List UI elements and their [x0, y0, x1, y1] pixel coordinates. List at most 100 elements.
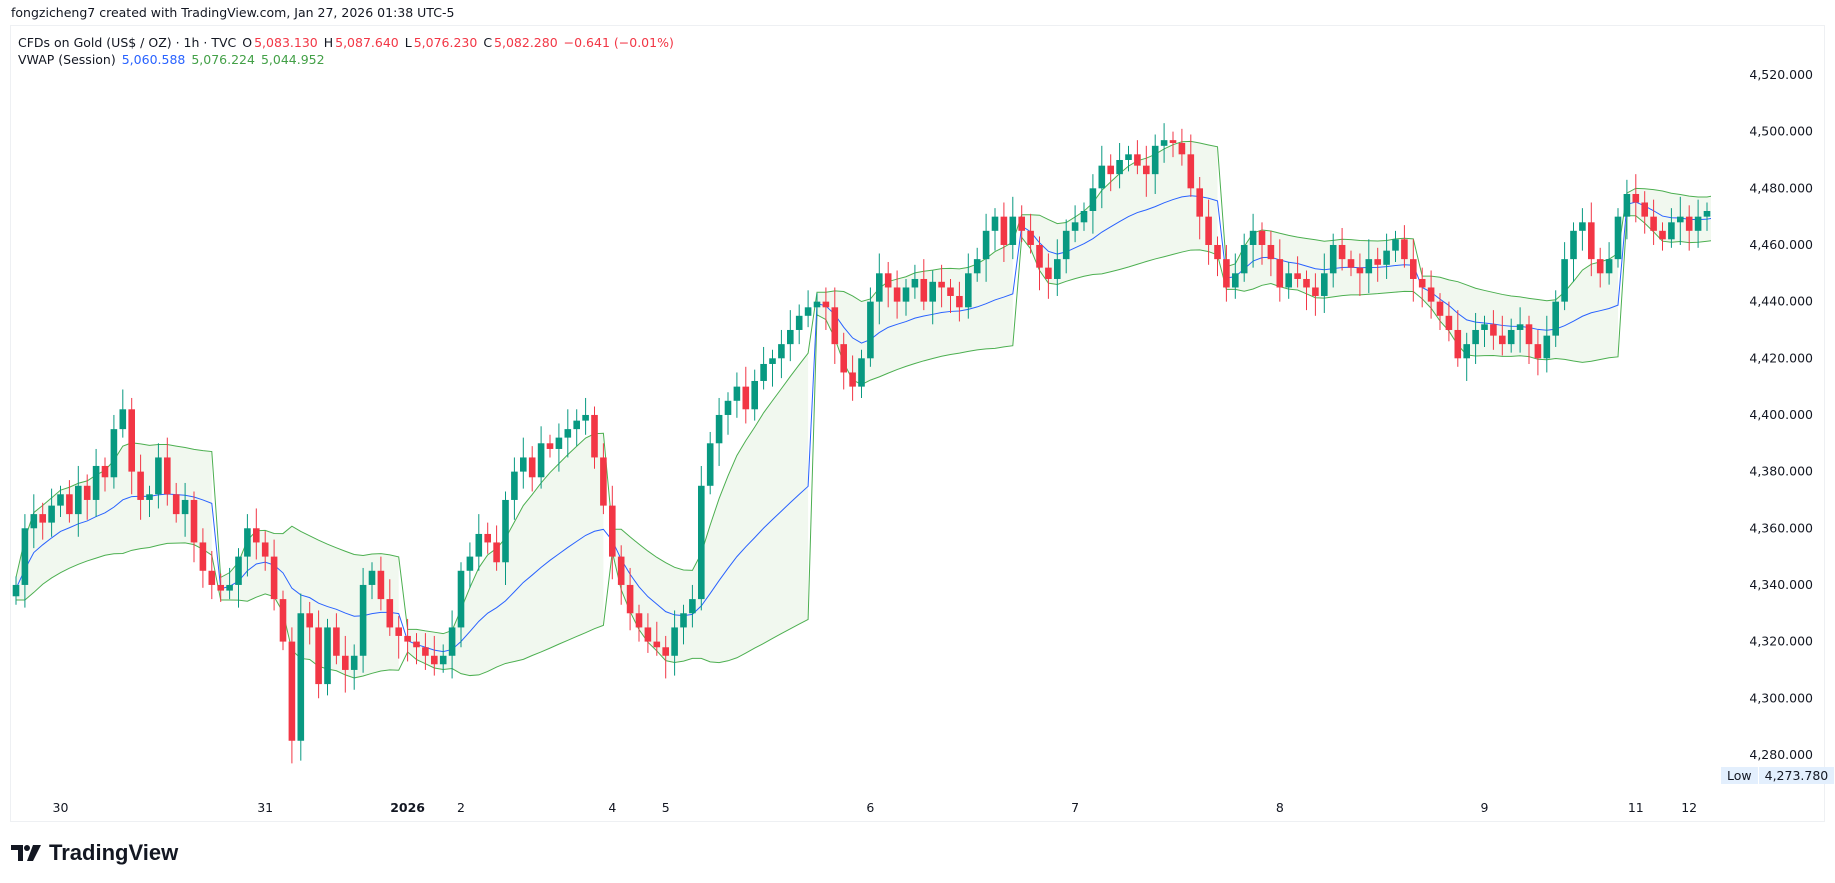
candle: [413, 633, 420, 665]
time-tick-label: 8: [1276, 800, 1284, 815]
candle-body: [1276, 259, 1284, 288]
candle-body: [1338, 244, 1346, 260]
candle-body: [1036, 244, 1043, 268]
candle: [1641, 191, 1648, 234]
candle: [1062, 219, 1070, 274]
candle: [1632, 174, 1640, 223]
candle: [1677, 196, 1684, 245]
candle: [359, 567, 367, 673]
candle: [1045, 253, 1052, 299]
candle-body: [1249, 230, 1257, 245]
candle-body: [1677, 216, 1684, 223]
candle: [573, 409, 580, 447]
candle: [1374, 247, 1381, 282]
candle: [1018, 205, 1025, 243]
candle-body: [439, 655, 447, 665]
candle: [92, 448, 100, 517]
candle-body: [502, 499, 509, 563]
candle-body: [1169, 140, 1177, 143]
candle: [1570, 222, 1577, 282]
candle-body: [253, 528, 260, 543]
candle: [1116, 142, 1123, 189]
candle-body: [867, 301, 874, 359]
candle-body: [884, 273, 892, 288]
symbol-title[interactable]: CFDs on Gold (US$ / OZ) · 1h · TVC: [18, 35, 237, 50]
vwap-lower-band: [16, 215, 1711, 679]
candle: [208, 550, 216, 600]
candle: [1285, 261, 1292, 299]
candle-body: [706, 443, 714, 486]
candle: [484, 522, 491, 554]
candle-body: [217, 584, 224, 591]
candle: [929, 270, 936, 325]
candle: [1605, 242, 1613, 285]
candle: [1303, 270, 1310, 311]
candle-body: [475, 533, 483, 557]
vwap-value: 5,060.588: [121, 52, 186, 67]
candle-body: [1294, 273, 1301, 279]
price-tick-label: 4,320.000: [1749, 634, 1813, 649]
candle: [1588, 202, 1595, 277]
vwap-title[interactable]: VWAP (Session): [18, 52, 116, 67]
candle-body: [1685, 216, 1693, 231]
candle-body: [1240, 244, 1248, 274]
candle: [1196, 176, 1203, 240]
price-axis[interactable]: 4,520.000 4,500.000 4,480.000 4,460.000 4,44…: [1749, 67, 1813, 762]
tradingview-logo[interactable]: TradingView: [11, 840, 178, 866]
candle: [1027, 213, 1034, 254]
candle-body: [395, 627, 402, 636]
candle: [902, 278, 910, 316]
candle: [1427, 270, 1435, 319]
candle-body: [653, 641, 661, 648]
candle-body: [1401, 239, 1408, 260]
candle: [1338, 227, 1346, 271]
candle: [1694, 199, 1702, 248]
candle-body: [1303, 278, 1310, 288]
candle-body: [956, 295, 963, 308]
candle: [1623, 179, 1631, 240]
high-value: 5,087.640: [335, 35, 399, 50]
candle-body: [1596, 259, 1604, 274]
candle-body: [1632, 193, 1640, 203]
candle: [1722, 183, 1729, 225]
candle: [83, 474, 91, 520]
candle: [1134, 140, 1141, 175]
vwap-band-fill: [16, 442, 212, 601]
candle: [1143, 145, 1150, 197]
candle-body: [1499, 335, 1506, 345]
candle-body: [1694, 216, 1702, 231]
candle: [991, 208, 999, 251]
vwap-band-fill: [612, 353, 809, 663]
candle: [849, 355, 856, 401]
candle-body: [1223, 259, 1230, 288]
candle-body: [1009, 216, 1017, 245]
candle-body: [840, 344, 847, 373]
candle-body: [83, 485, 91, 500]
candle-body: [315, 627, 322, 685]
time-axis[interactable]: 30 31 2026 2 4 5 6 7 8 9 11 12: [53, 800, 1698, 815]
candle-body: [1659, 230, 1666, 240]
candle: [1214, 236, 1221, 277]
candle: [1178, 128, 1186, 166]
candle: [840, 332, 847, 390]
candle: [475, 514, 483, 571]
candle-body: [386, 599, 394, 628]
candle: [1454, 310, 1462, 367]
tradingview-logo-icon: [11, 845, 41, 861]
candle-body: [1703, 210, 1711, 217]
candle: [1685, 205, 1693, 251]
time-tick-label: 4: [608, 800, 616, 815]
candle: [893, 270, 901, 319]
candle-body: [1766, 160, 1773, 183]
candle-body: [1828, 146, 1835, 160]
candle-body: [404, 635, 411, 642]
candle-body: [244, 528, 251, 557]
candle: [867, 287, 874, 367]
candle: [635, 604, 643, 642]
candle: [137, 454, 144, 520]
candle: [644, 613, 652, 653]
candle: [778, 329, 785, 379]
candle-body: [528, 457, 536, 478]
candle-body: [1454, 329, 1462, 359]
